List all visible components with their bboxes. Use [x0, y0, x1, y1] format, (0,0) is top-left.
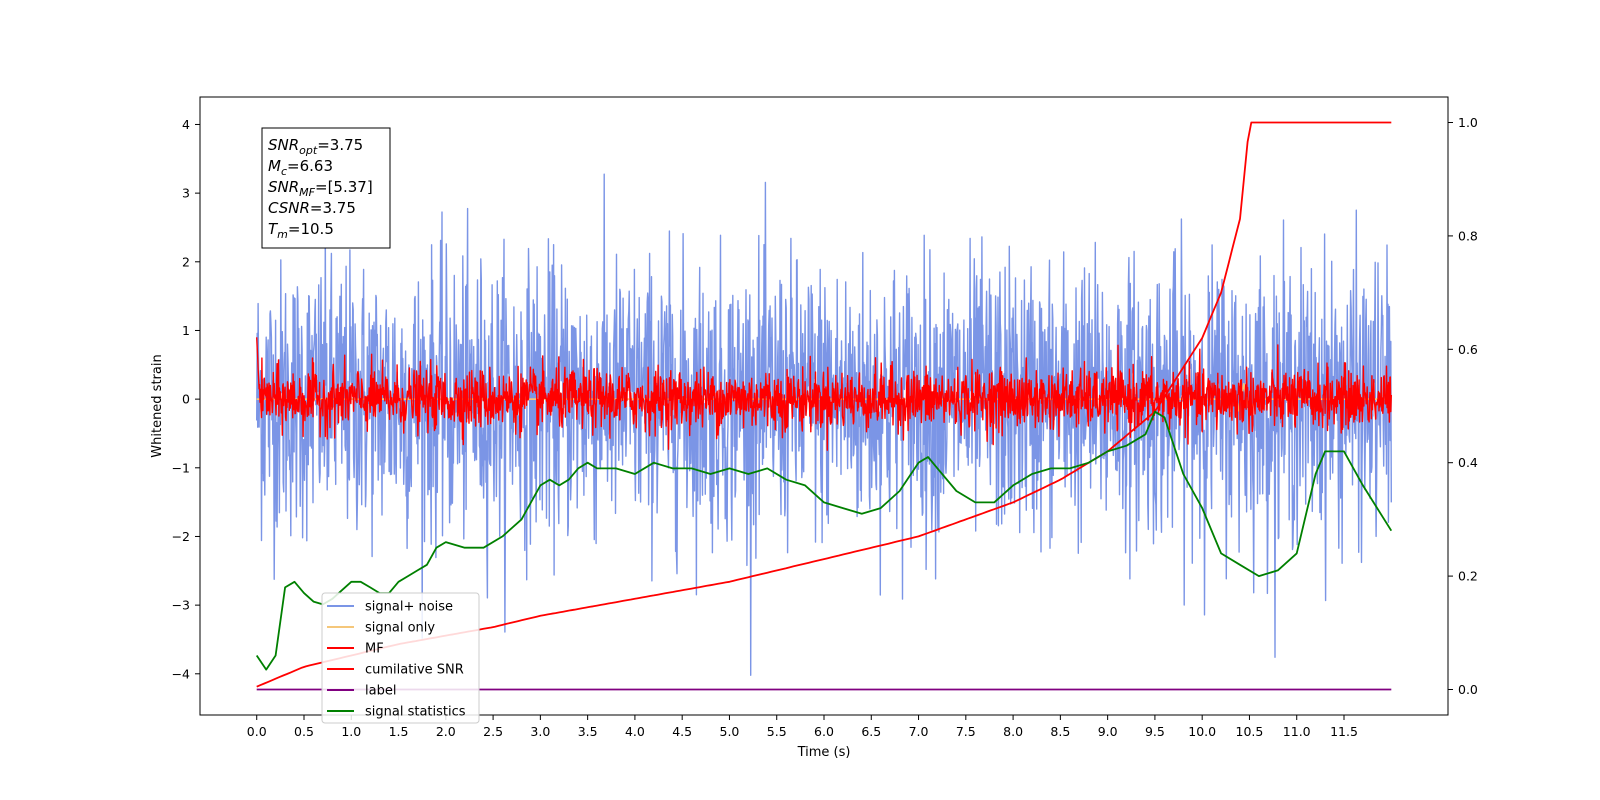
annotation-line: SNRMF=[5.37] [268, 178, 373, 199]
x-tick-label: 2.0 [436, 724, 456, 739]
y2-tick-label: 1.0 [1458, 115, 1478, 130]
y-tick-label: 2 [182, 254, 190, 269]
x-tick-label: 11.5 [1330, 724, 1358, 739]
x-tick-label: 8.0 [1003, 724, 1023, 739]
legend-entry: signal+ noise [365, 600, 453, 615]
x-tick-label: 10.5 [1236, 724, 1264, 739]
y-tick-label: −4 [172, 666, 190, 681]
legend-entry: signal statistics [365, 705, 466, 720]
legend-entry: label [365, 684, 396, 699]
y-tick-label: 1 [182, 323, 190, 338]
legend: signal+ noise signal only MF cumilative SNR… [321, 592, 480, 724]
y2-tick-label: 0.0 [1458, 682, 1478, 697]
y-tick-label: 0 [182, 392, 190, 407]
x-tick-label: 3.5 [578, 724, 598, 739]
annotation-line: Mc=6.63 [268, 157, 333, 178]
y-tick-label: 3 [182, 186, 190, 201]
x-tick-label: 1.5 [389, 724, 409, 739]
y-axis-right: 0.0 0.2 0.4 0.6 0.8 1.0 [1448, 115, 1478, 697]
x-tick-label: 5.0 [720, 724, 740, 739]
y-tick-label: 4 [182, 117, 190, 132]
x-axis: 0.0 0.5 1.0 1.5 2.0 2.5 3.0 3.5 4.0 4.5 5.0 5.5 6.0 6… [247, 715, 1358, 739]
x-tick-label: 7.5 [956, 724, 976, 739]
annotation-line: SNRopt=3.75 [268, 136, 363, 157]
x-tick-label: 10.0 [1188, 724, 1216, 739]
y2-tick-label: 0.6 [1458, 342, 1478, 357]
x-tick-label: 11.0 [1283, 724, 1311, 739]
series-line-mf [256, 337, 1392, 451]
legend-frame [321, 592, 480, 724]
x-axis-label: Time (s) [797, 745, 851, 760]
y2-tick-label: 0.4 [1458, 455, 1478, 470]
y-axis-label: Whitened strain [150, 354, 165, 457]
legend-entry: signal only [365, 621, 435, 636]
y-tick-label: −3 [172, 598, 190, 613]
legend-entry: cumilative SNR [365, 663, 464, 678]
annotation-line: Tm=10.5 [268, 220, 334, 241]
y-tick-label: −2 [172, 529, 190, 544]
x-tick-label: 6.0 [814, 724, 834, 739]
y-tick-label: −1 [172, 460, 190, 475]
x-tick-label: 8.5 [1050, 724, 1070, 739]
x-tick-label: 9.0 [1098, 724, 1118, 739]
series-line-signal-statistics [255, 410, 1393, 671]
y2-tick-label: 0.8 [1458, 228, 1478, 243]
annotation-frame [261, 127, 391, 249]
x-tick-label: 6.5 [861, 724, 881, 739]
x-tick-label: 3.0 [530, 724, 550, 739]
x-tick-label: 1.0 [341, 724, 361, 739]
x-tick-label: 2.5 [483, 724, 503, 739]
x-tick-label: 0.0 [247, 724, 267, 739]
x-tick-label: 5.5 [767, 724, 787, 739]
x-tick-label: 9.5 [1145, 724, 1165, 739]
x-tick-label: 0.5 [294, 724, 314, 739]
x-tick-label: 4.5 [672, 724, 692, 739]
annotation-line: CSNR=3.75 [268, 199, 356, 217]
y2-tick-label: 0.2 [1458, 569, 1478, 584]
x-tick-label: 7.0 [909, 724, 929, 739]
x-tick-label: 4.0 [625, 724, 645, 739]
legend-entry: MF [365, 642, 384, 657]
y-axis-left: −4 −3 −2 −1 0 1 2 3 4 [172, 117, 200, 681]
